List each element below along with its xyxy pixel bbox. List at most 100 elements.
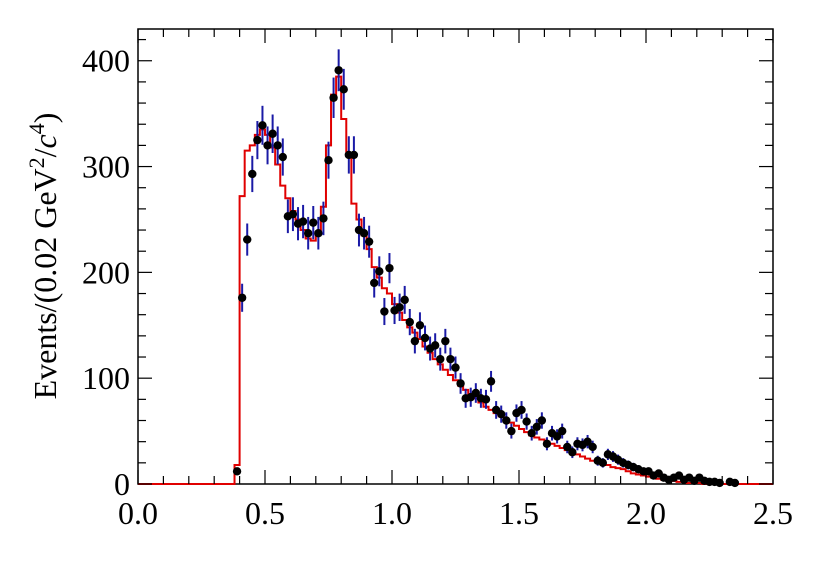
data-point bbox=[522, 413, 531, 430]
data-marker bbox=[248, 169, 257, 179]
data-point bbox=[329, 77, 338, 118]
data-marker bbox=[583, 437, 592, 446]
data-point bbox=[557, 423, 567, 439]
data-point bbox=[314, 216, 323, 250]
fit-step-line bbox=[138, 75, 773, 485]
data-marker bbox=[527, 429, 536, 438]
data-points bbox=[232, 49, 740, 488]
data-point bbox=[273, 126, 282, 165]
data-point bbox=[451, 356, 460, 379]
plot-area-border bbox=[137, 28, 774, 485]
data-point bbox=[243, 223, 252, 256]
y-axis-title-mid: / bbox=[27, 148, 63, 157]
data-point bbox=[375, 256, 384, 287]
data-point bbox=[542, 437, 552, 451]
data-point bbox=[334, 49, 343, 92]
y-axis-title-sup1: 2 bbox=[24, 157, 49, 168]
data-point bbox=[588, 440, 597, 454]
data-marker bbox=[486, 377, 496, 386]
data-point bbox=[324, 141, 333, 179]
data-marker bbox=[253, 135, 262, 145]
data-point bbox=[436, 347, 445, 371]
data-point bbox=[430, 333, 440, 358]
y-tick-label: 100 bbox=[82, 360, 130, 396]
y-axis-title-sup2: 4 bbox=[24, 123, 49, 134]
data-point bbox=[502, 412, 511, 429]
data-marker bbox=[552, 432, 562, 441]
data-marker bbox=[364, 237, 374, 246]
data-point bbox=[339, 68, 348, 110]
data-point bbox=[370, 268, 379, 298]
y-axis-title-main: Events/(0.02 GeV bbox=[27, 168, 63, 399]
data-marker bbox=[349, 150, 359, 160]
data-point bbox=[456, 373, 465, 394]
data-point bbox=[288, 197, 298, 232]
data-marker bbox=[568, 448, 577, 457]
data-marker bbox=[288, 209, 298, 219]
data-point bbox=[415, 312, 425, 339]
data-point bbox=[446, 347, 455, 371]
plot-frame bbox=[137, 28, 774, 485]
data-marker bbox=[532, 422, 541, 432]
data-point bbox=[364, 225, 374, 258]
y-tick-label: 400 bbox=[82, 43, 130, 79]
data-marker bbox=[557, 426, 567, 436]
y-axis-title-c: c bbox=[27, 134, 63, 148]
data-marker bbox=[303, 229, 313, 238]
data-marker bbox=[339, 85, 348, 94]
data-point bbox=[730, 478, 740, 488]
data-marker bbox=[319, 214, 328, 223]
data-marker bbox=[237, 293, 247, 302]
data-point bbox=[268, 114, 277, 154]
data-marker bbox=[273, 141, 282, 150]
axis-ticks bbox=[137, 29, 774, 485]
data-point bbox=[309, 206, 318, 240]
data-point bbox=[263, 126, 272, 165]
data-point bbox=[568, 446, 577, 459]
data-marker bbox=[420, 333, 430, 343]
data-point bbox=[303, 216, 313, 250]
data-marker bbox=[309, 218, 318, 227]
data-point bbox=[507, 423, 516, 439]
data-point bbox=[237, 283, 247, 312]
x-tick-label: 0.0 bbox=[118, 495, 158, 531]
data-marker bbox=[375, 267, 384, 276]
data-point bbox=[395, 293, 404, 321]
data-marker bbox=[542, 439, 552, 448]
data-point bbox=[298, 204, 308, 239]
data-point bbox=[441, 328, 450, 354]
data-marker bbox=[588, 442, 597, 452]
data-point bbox=[420, 325, 430, 351]
data-marker bbox=[263, 141, 272, 150]
x-tick-label: 2.0 bbox=[626, 495, 666, 531]
data-marker bbox=[380, 307, 389, 316]
data-marker bbox=[359, 229, 369, 238]
data-point bbox=[278, 138, 287, 176]
y-axis-title-end: ) bbox=[27, 113, 63, 124]
x-tick-label: 1.5 bbox=[499, 495, 539, 531]
data-marker bbox=[497, 409, 506, 419]
tick-labels: 0.0 0.5 1.0 1.5 2.0 2.5 0 100 200 300 400 bbox=[82, 43, 793, 531]
data-marker bbox=[405, 317, 414, 327]
data-marker bbox=[563, 442, 572, 452]
data-point bbox=[527, 425, 536, 441]
data-point bbox=[497, 405, 506, 423]
data-marker bbox=[598, 458, 608, 468]
data-point bbox=[319, 201, 328, 236]
x-tick-label: 1.0 bbox=[372, 495, 412, 531]
data-marker bbox=[517, 405, 526, 415]
x-tick-label: 0.5 bbox=[245, 495, 285, 531]
data-marker bbox=[314, 229, 323, 238]
data-point bbox=[253, 121, 262, 160]
y-tick-label: 200 bbox=[82, 254, 130, 290]
data-marker bbox=[456, 379, 465, 388]
data-marker bbox=[446, 354, 455, 364]
data-point bbox=[552, 429, 562, 444]
data-marker bbox=[430, 341, 440, 350]
data-point bbox=[486, 370, 496, 392]
data-point bbox=[405, 309, 414, 336]
data-point bbox=[380, 298, 389, 326]
data-marker bbox=[258, 121, 267, 130]
data-marker bbox=[329, 93, 338, 102]
